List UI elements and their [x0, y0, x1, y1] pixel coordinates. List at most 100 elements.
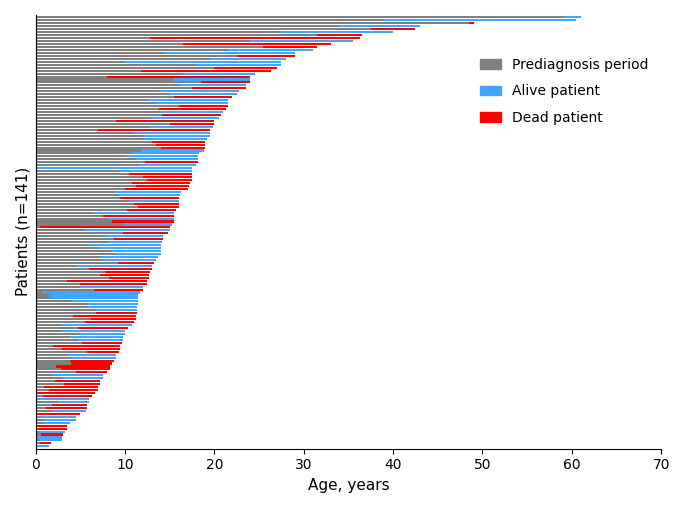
- Bar: [129, 200, 179, 202]
- Bar: [132, 182, 190, 184]
- Bar: [183, 73, 255, 75]
- Bar: [563, 16, 581, 18]
- Bar: [112, 220, 174, 223]
- Bar: [36, 371, 76, 373]
- Bar: [114, 191, 182, 193]
- Bar: [264, 46, 317, 48]
- Bar: [152, 117, 219, 119]
- Bar: [161, 111, 223, 113]
- Bar: [36, 76, 107, 78]
- Bar: [88, 351, 119, 353]
- Bar: [36, 333, 80, 335]
- Bar: [147, 179, 192, 181]
- Bar: [36, 22, 469, 24]
- Bar: [42, 395, 92, 397]
- Bar: [67, 279, 147, 282]
- Bar: [45, 422, 69, 424]
- Bar: [42, 292, 140, 294]
- Bar: [36, 262, 118, 264]
- Bar: [36, 152, 132, 154]
- Bar: [36, 407, 47, 409]
- Bar: [36, 238, 114, 240]
- Bar: [105, 235, 164, 237]
- Bar: [36, 324, 60, 326]
- Bar: [123, 232, 168, 234]
- Bar: [89, 268, 152, 270]
- Bar: [36, 170, 121, 172]
- Bar: [36, 52, 165, 54]
- Bar: [165, 52, 295, 54]
- Bar: [317, 34, 362, 36]
- Bar: [36, 446, 49, 448]
- Bar: [36, 214, 103, 216]
- Bar: [36, 292, 42, 294]
- Bar: [60, 368, 110, 370]
- Bar: [94, 289, 142, 291]
- Bar: [197, 64, 282, 66]
- Bar: [51, 404, 88, 406]
- Bar: [36, 368, 60, 370]
- Bar: [36, 436, 62, 438]
- Bar: [40, 430, 65, 433]
- Bar: [60, 324, 132, 326]
- Bar: [36, 64, 197, 66]
- Bar: [179, 84, 246, 86]
- Bar: [100, 256, 158, 258]
- Bar: [36, 132, 134, 134]
- Bar: [36, 439, 40, 441]
- Bar: [36, 135, 142, 137]
- Bar: [156, 144, 206, 146]
- Bar: [36, 126, 150, 128]
- Bar: [36, 351, 88, 353]
- Bar: [69, 360, 114, 362]
- Bar: [340, 25, 420, 27]
- Bar: [36, 70, 141, 72]
- Bar: [36, 173, 129, 175]
- Bar: [64, 383, 100, 385]
- Bar: [36, 84, 179, 86]
- Bar: [40, 227, 170, 229]
- Bar: [97, 312, 136, 314]
- Bar: [76, 265, 152, 267]
- Bar: [174, 78, 250, 81]
- Bar: [36, 433, 41, 435]
- Bar: [36, 87, 192, 89]
- Bar: [36, 247, 98, 249]
- Bar: [36, 144, 156, 146]
- Bar: [36, 413, 80, 415]
- Bar: [36, 271, 105, 273]
- Bar: [170, 123, 214, 125]
- Bar: [36, 46, 264, 48]
- Bar: [36, 442, 40, 444]
- Bar: [36, 377, 62, 379]
- Bar: [62, 347, 121, 350]
- Bar: [103, 214, 174, 216]
- Bar: [36, 268, 89, 270]
- Bar: [91, 318, 136, 320]
- Bar: [36, 40, 250, 42]
- Bar: [36, 235, 105, 237]
- Bar: [282, 31, 393, 33]
- Bar: [36, 306, 88, 308]
- Bar: [36, 34, 317, 36]
- Bar: [36, 401, 58, 403]
- Bar: [71, 363, 112, 365]
- Bar: [123, 224, 173, 226]
- Bar: [36, 289, 94, 291]
- Bar: [214, 67, 277, 69]
- Bar: [136, 158, 198, 161]
- Bar: [36, 224, 123, 226]
- Bar: [56, 365, 110, 367]
- Bar: [36, 345, 53, 347]
- Bar: [36, 25, 340, 27]
- Bar: [36, 179, 147, 181]
- Bar: [71, 357, 116, 359]
- Bar: [162, 114, 221, 116]
- Bar: [371, 28, 415, 30]
- Bar: [36, 250, 112, 252]
- Bar: [36, 309, 97, 311]
- Bar: [89, 303, 138, 305]
- Bar: [36, 129, 98, 131]
- Bar: [36, 78, 174, 81]
- Bar: [227, 49, 312, 51]
